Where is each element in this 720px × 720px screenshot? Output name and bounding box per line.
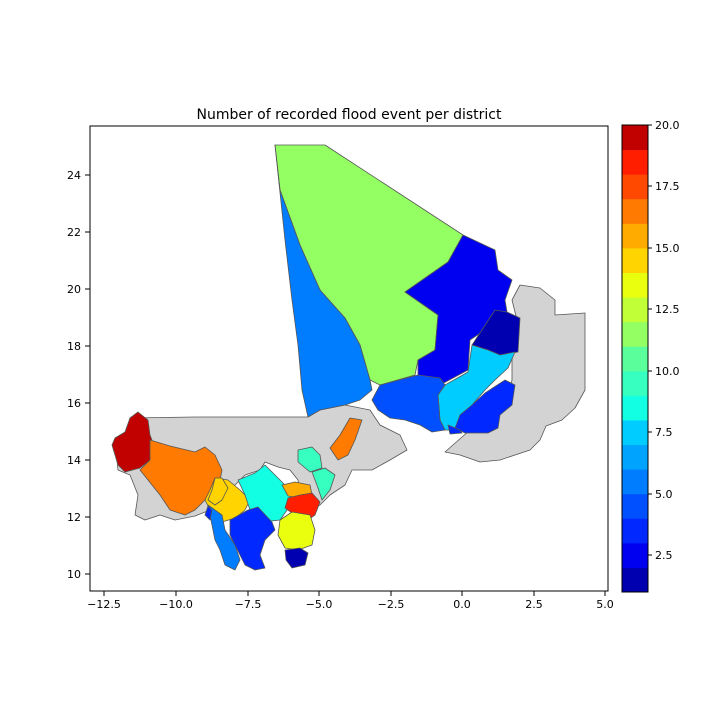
district-mopti <box>329 417 363 461</box>
district-bourem <box>404 234 513 386</box>
district-kayes <box>111 411 156 473</box>
district-kolondieba <box>229 506 276 571</box>
colorbar-tick-label: 7.5 <box>655 426 673 439</box>
colorbar-tick-label: 5.0 <box>655 488 673 501</box>
colorbar-swatch <box>622 469 648 495</box>
colorbar-tick-label: 12.5 <box>655 303 680 316</box>
colorbar-swatch <box>622 518 648 544</box>
district-kadiolo <box>284 547 309 569</box>
x-tick-label: 5.0 <box>596 598 614 611</box>
colorbar-swatch <box>622 272 648 298</box>
y-tick-label: 12 <box>67 511 81 524</box>
y-tick-label: 22 <box>67 226 81 239</box>
district-yanfolila <box>204 505 213 521</box>
map-layer <box>111 144 586 571</box>
district-tombouctou-west <box>274 144 373 418</box>
colorbar-tick-label: 17.5 <box>655 180 680 193</box>
colorbar-swatch <box>622 149 648 175</box>
colorbar-frame <box>621 124 649 593</box>
y-tick-label: 20 <box>67 283 81 296</box>
x-tick-label: −5.0 <box>306 598 333 611</box>
colorbar-swatch <box>622 493 648 519</box>
colorbar-swatch <box>622 174 648 200</box>
colorbar-swatch <box>622 444 648 470</box>
district-goundam <box>371 374 446 433</box>
district-bougouni <box>207 504 241 571</box>
colorbar-swatch <box>622 542 648 568</box>
colorbar-swatch <box>622 567 648 593</box>
y-tick-label: 10 <box>67 568 81 581</box>
x-axis: −12.5 −10.0 −7.5 −5.0 −2.5 0.0 2.5 5.0 <box>87 591 614 611</box>
colorbar-tick-label: 20.0 <box>655 119 680 132</box>
x-tick-label: −7.5 <box>235 598 262 611</box>
colorbar-tick-label: 2.5 <box>655 549 673 562</box>
district-kita <box>207 477 229 506</box>
district-sikasso <box>277 511 316 551</box>
x-tick-label: −12.5 <box>87 598 121 611</box>
x-tick-label: 0.0 <box>453 598 471 611</box>
colorbar-swatch <box>622 395 648 421</box>
colorbar-swatch <box>622 297 648 323</box>
colorbar-swatch <box>622 223 648 249</box>
chart-title: Number of recorded flood event per distr… <box>196 107 502 123</box>
colorbar-swatch <box>622 321 648 347</box>
colorbar-swatch <box>622 125 648 151</box>
district-mopti-north <box>297 446 323 473</box>
colorbar-tick-label: 10.0 <box>655 365 680 378</box>
x-tick-label: −10.0 <box>159 598 193 611</box>
colorbar-swatch <box>622 247 648 273</box>
y-axis: 10 12 14 16 18 20 22 24 <box>67 169 90 581</box>
district-bandiagara <box>311 467 336 501</box>
colorbar-swatch <box>622 419 648 446</box>
colorbar-swatch <box>622 198 648 224</box>
y-tick-label: 14 <box>67 454 81 467</box>
x-tick-label: 2.5 <box>525 598 543 611</box>
y-tick-label: 16 <box>67 397 81 410</box>
x-tick-label: −2.5 <box>378 598 405 611</box>
colorbar: 2.5 5.0 7.5 10.0 12.5 15.0 17.5 20.0 <box>621 119 680 593</box>
colorbar-swatches <box>622 125 648 593</box>
district-menaka <box>447 424 463 435</box>
colorbar-tick-label: 15.0 <box>655 242 680 255</box>
colorbar-swatch <box>622 346 648 372</box>
y-tick-label: 24 <box>67 169 81 182</box>
y-tick-label: 18 <box>67 340 81 353</box>
district-ansongo <box>454 379 516 434</box>
colorbar-swatch <box>622 370 648 396</box>
district-san <box>284 492 321 523</box>
